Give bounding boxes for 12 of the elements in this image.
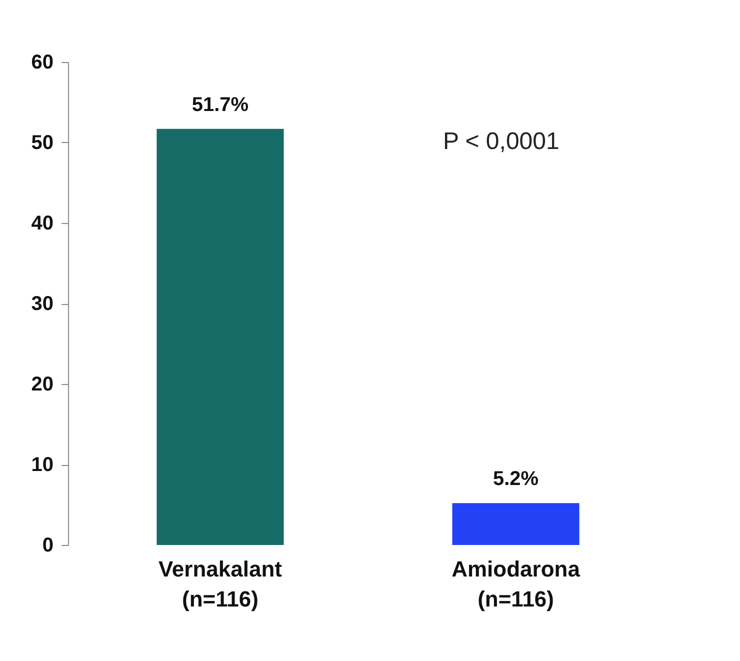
x-tick-label: Amiodarona (n=116) [452,556,581,612]
y-tick-label: 10 [31,454,54,476]
y-tick-label: 40 [31,212,54,234]
y-tick-label: 30 [31,293,54,315]
data-label: 5.2% [492,468,539,490]
data-label: 51.7% [192,94,249,116]
y-tick-label: 20 [31,374,54,396]
y-tick-label: 50 [31,132,54,154]
annotation: P < 0,0001 [443,128,560,155]
y-tick-label: 60 [31,52,54,74]
x-tick-label: Vernakalant (n=116) [158,556,283,612]
y-tick-label: 0 [42,534,54,556]
